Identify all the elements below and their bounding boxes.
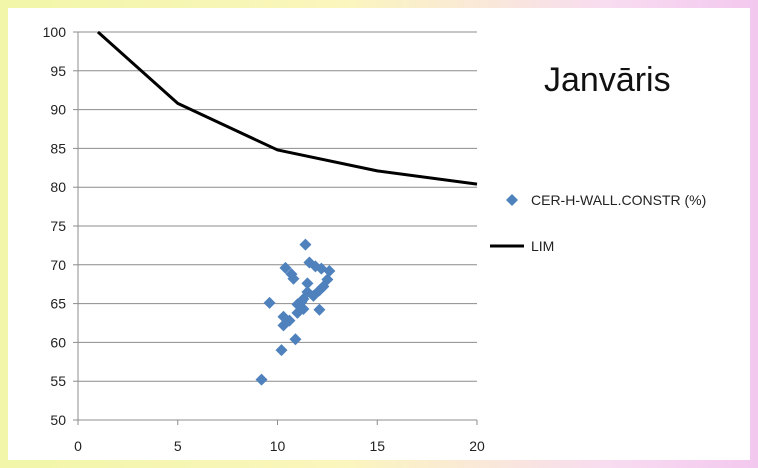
y-tick-label-0: 50 [50,412,66,428]
scatter-series [255,238,336,386]
y-tick-label-8: 90 [50,102,66,118]
y-tick-label-3: 65 [50,296,66,312]
y-tick-label-1: 55 [50,373,66,389]
y-tick-labels: 50 55 60 65 70 75 80 85 90 95 100 [43,24,67,428]
y-tick-label-5: 75 [50,218,66,234]
data-point-9 [289,333,302,346]
data-point-1 [263,296,276,309]
grid-lines [78,31,477,382]
y-tick-label-10: 100 [43,24,67,40]
data-point-8 [287,272,300,285]
legend-label-line: LIM [531,238,554,254]
chart-title: Janvāris [544,61,671,99]
axes [73,31,478,425]
data-point-0 [255,373,268,386]
data-point-13 [297,303,310,316]
y-tick-label-2: 60 [50,334,66,350]
plot-panel [8,8,750,460]
lim-line [96,30,478,186]
x-tick-label-3: 15 [369,438,385,454]
y-tick-label-4: 70 [50,257,66,273]
x-tick-label-0: 0 [74,438,82,454]
data-point-6 [283,314,296,327]
data-point-2 [275,344,288,357]
legend-label-scatter: CER-H-WALL.CONSTR (%) [531,192,706,208]
data-point-15 [299,238,312,251]
lim-series [96,30,478,186]
data-point-25 [321,273,334,286]
legend-marker-scatter [506,194,518,206]
data-point-17 [301,277,314,290]
x-tick-label-2: 10 [270,438,286,454]
data-point-21 [313,303,326,316]
data-point-5 [279,261,292,274]
x-tick-labels: 0 5 10 15 20 [74,438,485,454]
x-tick-label-4: 20 [469,438,485,454]
y-tick-label-7: 85 [50,140,66,156]
y-tick-label-6: 80 [50,179,66,195]
y-tick-label-9: 95 [50,63,66,79]
legend: CER-H-WALL.CONSTR (%) LIM [490,192,706,254]
data-point-26 [323,265,336,278]
x-tick-label-1: 5 [174,438,182,454]
